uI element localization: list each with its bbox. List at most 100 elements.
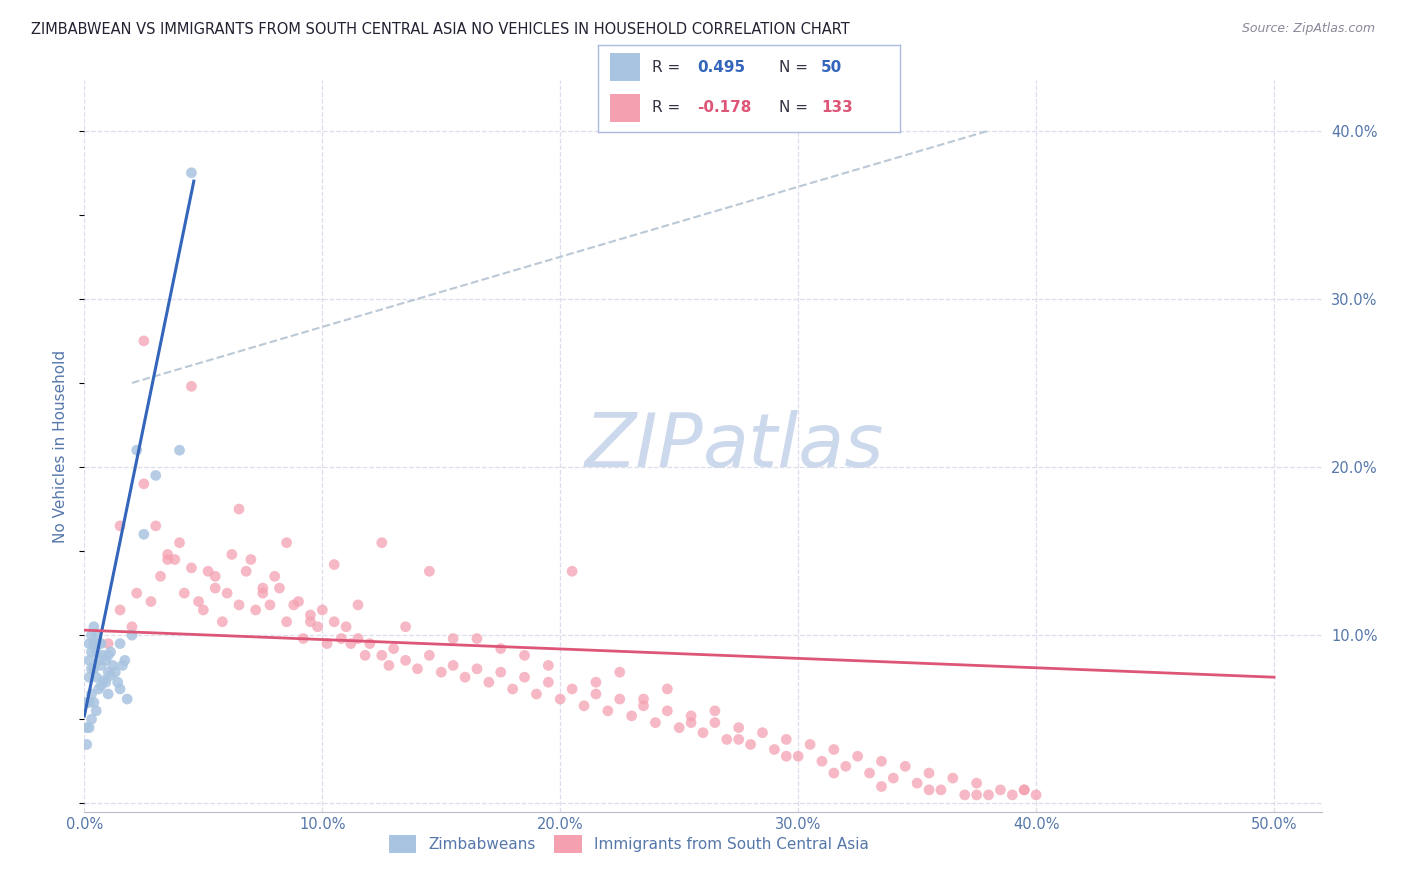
- Point: [596, 704, 619, 718]
- Text: Source: ZipAtlas.com: Source: ZipAtlas.com: [1241, 22, 1375, 36]
- Point: [235, 564, 257, 578]
- Text: -0.178: -0.178: [697, 100, 752, 115]
- Point: [80, 662, 103, 676]
- Point: [169, 443, 191, 458]
- Point: [441, 658, 464, 673]
- Point: [378, 658, 401, 673]
- Point: [1025, 788, 1047, 802]
- Point: [101, 658, 124, 673]
- Point: [644, 715, 666, 730]
- Point: [204, 569, 226, 583]
- Point: [513, 670, 536, 684]
- Point: [502, 681, 524, 696]
- Point: [905, 776, 928, 790]
- Point: [77, 721, 100, 735]
- Point: [193, 603, 215, 617]
- Point: [703, 704, 725, 718]
- Point: [108, 636, 131, 650]
- Point: [97, 687, 120, 701]
- Point: [382, 641, 405, 656]
- Point: [93, 648, 115, 663]
- Point: [83, 636, 105, 650]
- Point: [657, 704, 679, 718]
- Point: [526, 687, 548, 701]
- Point: [703, 715, 725, 730]
- Point: [340, 636, 363, 650]
- Point: [751, 725, 773, 739]
- Point: [633, 692, 655, 706]
- Point: [252, 581, 274, 595]
- Point: [394, 653, 416, 667]
- Point: [132, 527, 155, 541]
- Point: [197, 564, 219, 578]
- Point: [347, 632, 370, 646]
- Point: [245, 603, 267, 617]
- Point: [307, 620, 329, 634]
- Point: [311, 603, 333, 617]
- Point: [406, 662, 429, 676]
- Point: [977, 788, 1000, 802]
- Point: [537, 675, 560, 690]
- Point: [221, 548, 243, 562]
- Point: [211, 615, 233, 629]
- Point: [692, 725, 714, 739]
- Point: [823, 766, 845, 780]
- Point: [299, 607, 322, 622]
- Point: [145, 519, 167, 533]
- Point: [441, 632, 464, 646]
- Point: [180, 561, 202, 575]
- Point: [276, 615, 298, 629]
- Point: [870, 754, 893, 768]
- Point: [561, 564, 583, 578]
- Point: [97, 648, 120, 663]
- Point: [84, 645, 107, 659]
- Point: [80, 645, 103, 659]
- Point: [163, 552, 186, 566]
- Text: ZIMBABWEAN VS IMMIGRANTS FROM SOUTH CENTRAL ASIA NO VEHICLES IN HOUSEHOLD CORREL: ZIMBABWEAN VS IMMIGRANTS FROM SOUTH CENT…: [31, 22, 849, 37]
- Text: R =: R =: [652, 100, 685, 115]
- Point: [548, 692, 571, 706]
- Point: [100, 668, 122, 682]
- Point: [609, 692, 631, 706]
- Point: [359, 636, 381, 650]
- Point: [966, 788, 988, 802]
- Text: 50: 50: [821, 60, 842, 75]
- Point: [84, 670, 107, 684]
- Point: [657, 681, 679, 696]
- Point: [156, 552, 179, 566]
- Point: [80, 687, 103, 701]
- Point: [882, 771, 904, 785]
- Point: [83, 695, 105, 709]
- Point: [1001, 788, 1024, 802]
- Point: [156, 548, 179, 562]
- Point: [84, 628, 107, 642]
- Point: [90, 658, 112, 673]
- Text: N =: N =: [779, 60, 813, 75]
- Point: [354, 648, 377, 663]
- Point: [775, 732, 797, 747]
- Point: [111, 658, 134, 673]
- Point: [287, 594, 309, 608]
- Point: [787, 749, 810, 764]
- Point: [454, 670, 477, 684]
- Point: [180, 166, 202, 180]
- Point: [929, 782, 952, 797]
- Point: [347, 598, 370, 612]
- Point: [489, 641, 512, 656]
- Point: [894, 759, 917, 773]
- Point: [76, 695, 98, 709]
- Point: [585, 687, 607, 701]
- Point: [97, 665, 120, 680]
- Point: [335, 620, 357, 634]
- Point: [139, 594, 162, 608]
- Point: [430, 665, 453, 680]
- Point: [114, 653, 136, 667]
- Point: [870, 780, 893, 794]
- Point: [1012, 782, 1035, 797]
- Point: [87, 653, 110, 667]
- Point: [94, 653, 117, 667]
- Point: [292, 632, 315, 646]
- Point: [990, 782, 1012, 797]
- Point: [276, 535, 298, 549]
- Point: [93, 673, 115, 688]
